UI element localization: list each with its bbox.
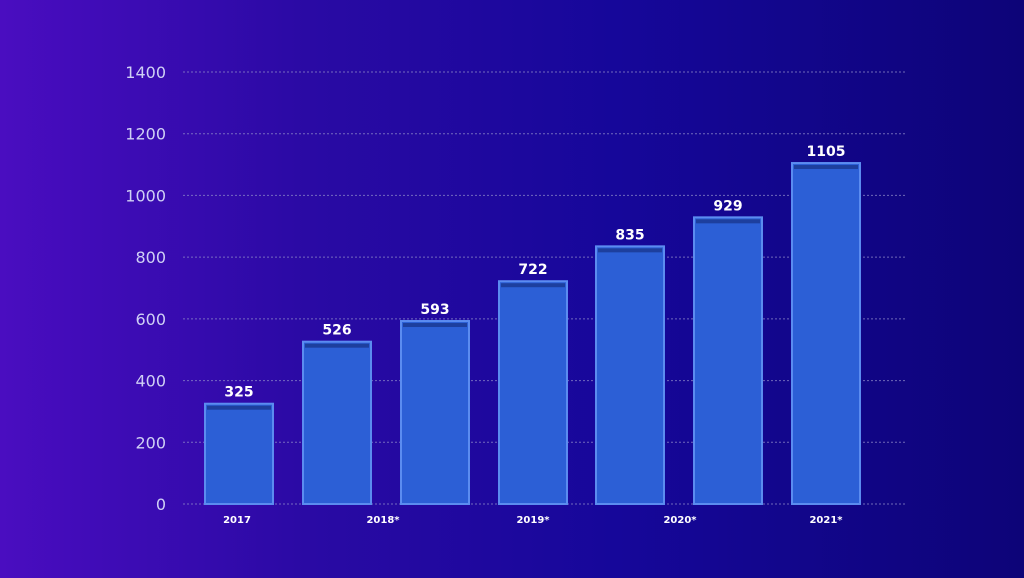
bar — [400, 320, 470, 506]
y-tick-label: 800 — [135, 248, 166, 267]
y-tick-label: 400 — [135, 372, 166, 391]
x-tick-label: 2019* — [516, 515, 550, 526]
data-label: 835 — [615, 227, 644, 243]
data-label: 929 — [713, 198, 742, 214]
bar — [791, 162, 861, 505]
bar-cap — [794, 165, 858, 170]
x-tick-label: 2021* — [809, 515, 843, 526]
bar — [498, 280, 568, 505]
y-tick-label: 1200 — [125, 125, 166, 144]
y-tick-label: 200 — [135, 433, 166, 452]
bar-cap — [207, 405, 271, 410]
bar — [693, 216, 763, 506]
bar-cap — [696, 219, 760, 224]
x-tick-label: 2020* — [663, 515, 697, 526]
bar-cap — [403, 323, 467, 328]
y-tick-label: 0 — [156, 495, 166, 514]
data-label: 325 — [224, 385, 253, 401]
bar-cap — [501, 283, 565, 288]
x-tick-label: 2018* — [366, 515, 400, 526]
y-tick-label: 1000 — [125, 186, 166, 205]
y-tick-label: 600 — [135, 310, 166, 329]
data-label: 722 — [518, 262, 547, 278]
bar — [204, 402, 274, 506]
x-tick-label: 2017 — [223, 515, 251, 526]
y-tick-label: 1400 — [125, 63, 166, 82]
data-label: 593 — [420, 302, 449, 318]
bar — [595, 245, 665, 505]
bar — [302, 340, 372, 506]
bar-cap — [305, 343, 369, 348]
bar-cap — [598, 248, 662, 253]
data-label: 526 — [322, 323, 351, 339]
data-label: 1105 — [807, 144, 846, 160]
